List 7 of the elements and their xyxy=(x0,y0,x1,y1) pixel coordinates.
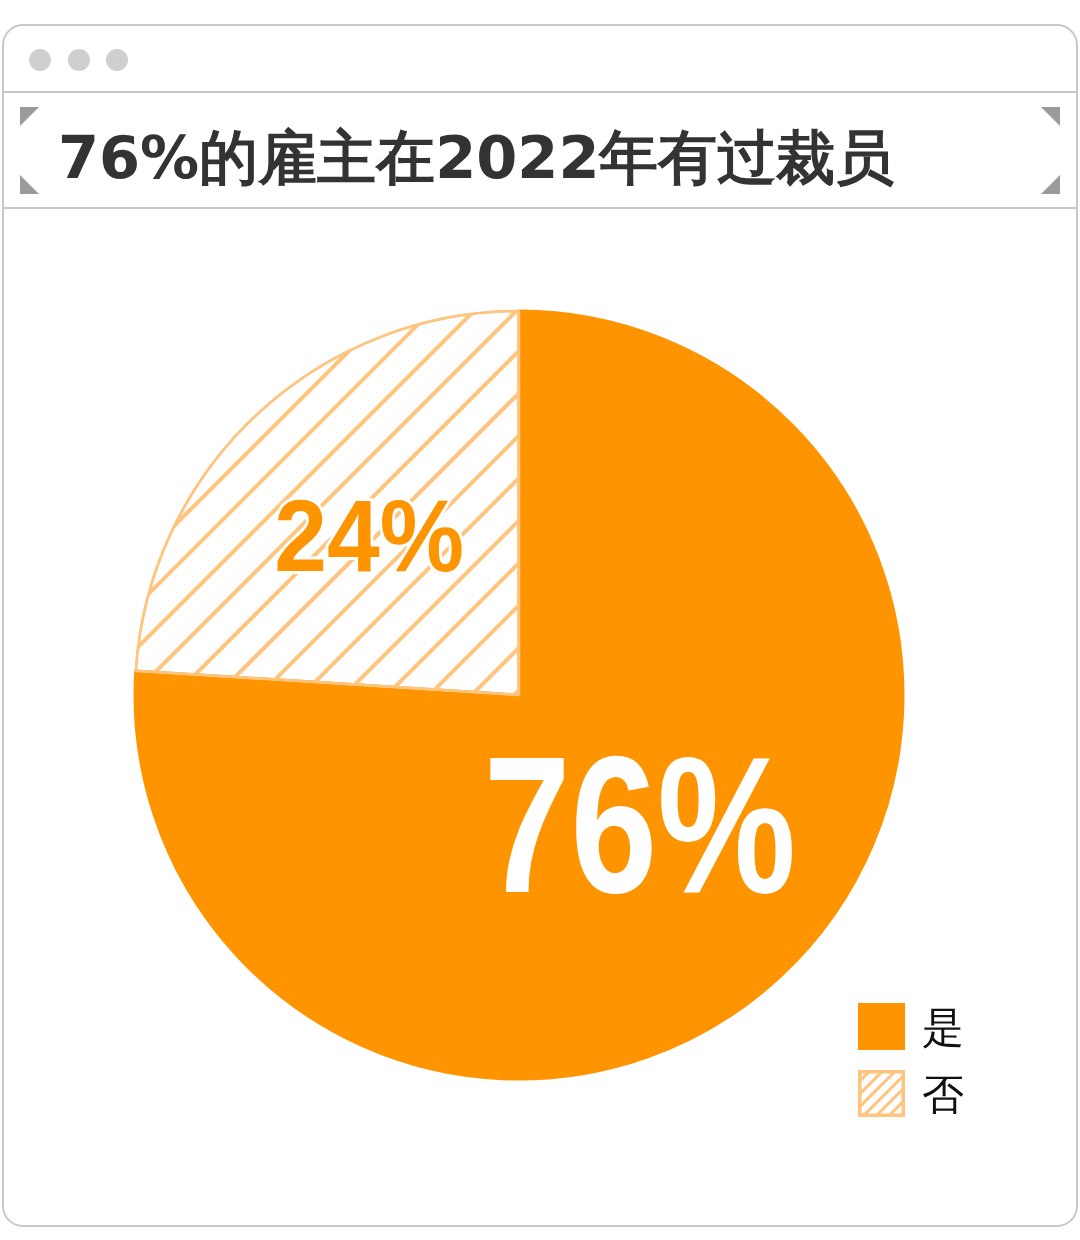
data-label: 76% xyxy=(483,714,797,933)
pie-slice xyxy=(134,309,905,1081)
pie-slice xyxy=(134,309,521,697)
legend-label: 是 xyxy=(922,1002,964,1052)
chart-title: 76%的雇主在2022年有过裁员 xyxy=(58,123,895,192)
legend-label: 否 xyxy=(922,1069,964,1119)
data-label: 24% xyxy=(274,478,465,593)
